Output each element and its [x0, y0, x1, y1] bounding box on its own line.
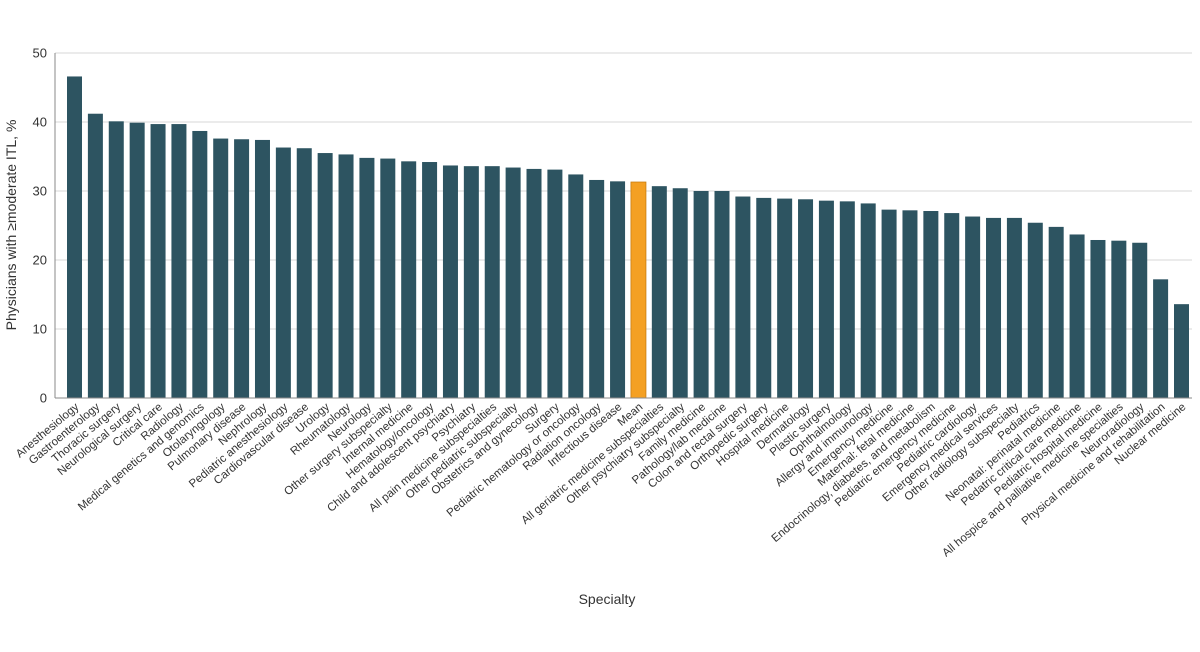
bar-pediatric-emergency-medicine [944, 213, 960, 398]
bar-neurology [359, 157, 375, 398]
bar-family-medicine [693, 191, 709, 398]
bar-physical-medicine-and-rehabilitation [1153, 279, 1169, 398]
bar-anesthesiology [67, 76, 82, 399]
bar-pediatric-hematology-or-oncology [568, 174, 584, 398]
bar-other-pediatric-subspecialty [505, 167, 521, 398]
bar-hematology-oncology [422, 162, 438, 398]
bar-obstetrics-and-gynecology [526, 168, 542, 398]
bar-orthopedic-surgery [756, 197, 772, 398]
y-tick-label: 20 [33, 253, 47, 268]
bar-pediatrics [1027, 222, 1043, 398]
bar-endocrinology-diabetes-and-metabolism [923, 211, 939, 398]
axes [54, 53, 1192, 399]
y-tick-label: 50 [33, 46, 47, 61]
bar-pediatric-cardiology [965, 216, 981, 398]
bar-colon-and-rectal-surgery [735, 196, 751, 398]
bar-maternal-fetal-medicine [902, 210, 918, 398]
bar-ophthalmology [839, 201, 855, 398]
bar-gastroenterology [87, 113, 103, 398]
bar-hospital-medicine [777, 198, 793, 398]
bar-nephrology [254, 139, 270, 398]
y-tick-label: 0 [40, 391, 47, 406]
bar-radiology [171, 124, 187, 398]
bar-dermatology [798, 199, 814, 398]
bar-rheumatology [338, 154, 354, 398]
bar-medical-genetics-and-genomics [192, 130, 208, 398]
y-tick-label: 10 [33, 322, 47, 337]
bar-emergency-medicine [881, 209, 897, 398]
bar-pathology-lab-medicine [714, 191, 730, 398]
bar-internal-medicine [401, 161, 417, 398]
bar-critical-care [150, 124, 166, 398]
bar-mean [630, 181, 647, 399]
bar-pediatric-anesthesiology [275, 147, 291, 398]
bar-nuclear-medicine [1174, 304, 1189, 398]
bar-radiation-oncology [589, 179, 605, 398]
bar-otolaryngology [213, 138, 229, 398]
bar-infectious-disease [610, 181, 626, 398]
y-tick-label: 40 [33, 115, 47, 130]
bar-pulmonary-disease [234, 139, 250, 398]
bar-pediatric-hospital-medicine [1090, 239, 1106, 398]
bar-urology [317, 153, 333, 398]
y-axis-title: Physicians with ≥moderate ITL, % [3, 120, 19, 331]
bar-other-radiology-subspecialty [1006, 217, 1022, 398]
bar-all-hospice-and-palliative-medicine-specialties [1111, 240, 1127, 398]
bar-neuroradiology [1132, 242, 1148, 398]
bar-other-surgery-subspecialty [380, 158, 396, 398]
bars [67, 76, 1189, 399]
bar-child-and-adolescent-psychiatry [442, 165, 458, 398]
bar-pedatric-critical-care-medicine [1069, 234, 1085, 398]
bar-emergency-medical-services [986, 217, 1002, 398]
bar-surgery [547, 169, 563, 398]
bar-plastic-surgery [818, 200, 834, 398]
bar-other-psychiatry-subspecialty [672, 188, 688, 398]
y-tick-label: 30 [33, 184, 47, 199]
bar-all-pain-medicine-subspecialties [484, 166, 500, 398]
bar-all-geriatric-medicine-subspecialties [651, 186, 667, 398]
bar-cardiovascular-disease [296, 148, 312, 398]
bar-thoracic-surgery [108, 121, 124, 398]
bar-neonatal-perinatal-medicine [1048, 226, 1064, 398]
x-axis-title: Specialty [579, 591, 636, 607]
bar-allergy-and-immunology [860, 203, 876, 398]
bar-neurological-surgery [129, 122, 145, 398]
bar-psychiatry [463, 166, 479, 398]
